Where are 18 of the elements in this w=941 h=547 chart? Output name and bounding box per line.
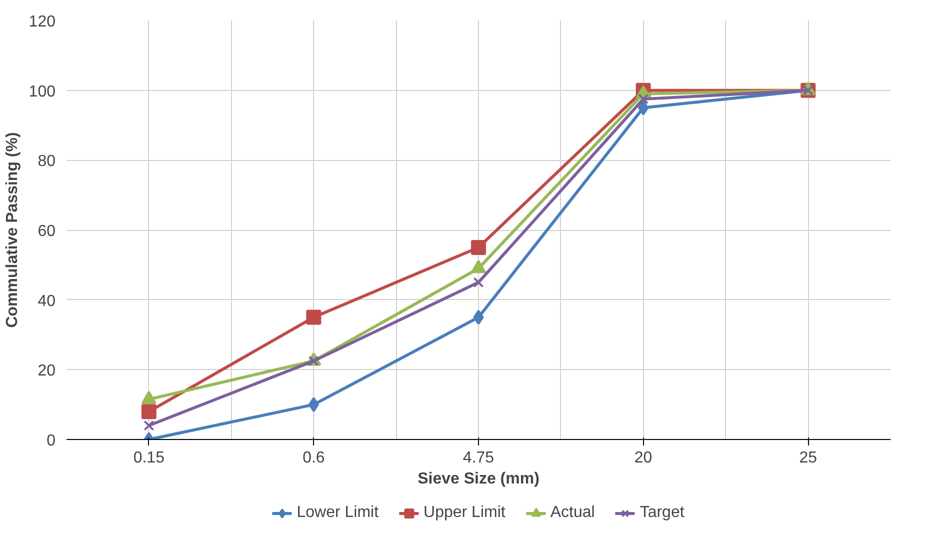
- y-tick-label: 0: [46, 432, 56, 450]
- legend-label: Actual: [550, 504, 595, 522]
- x-tick-label: 4.75: [462, 450, 494, 466]
- y-tick-label: 80: [38, 153, 56, 170]
- y-tick-label: 40: [38, 292, 56, 310]
- legend-label: Target: [640, 504, 684, 522]
- x-axis-title: Sieve Size (mm): [418, 470, 540, 488]
- y-tick-label: 100: [28, 83, 56, 100]
- y-tick-label: 60: [38, 223, 56, 240]
- x-tick-label: 25: [799, 450, 818, 466]
- y-axis-title: Commulative Passing (%): [4, 132, 21, 328]
- legend-label: Upper Limit: [424, 504, 506, 522]
- y-tick-label: 20: [38, 362, 56, 380]
- y-tick-label: 120: [28, 14, 56, 30]
- legend-label: Lower Limit: [296, 504, 379, 522]
- x-tick-label: 20: [634, 450, 652, 466]
- x-tick-label: 0.15: [133, 450, 165, 466]
- x-tick-label: 0.6: [302, 450, 325, 466]
